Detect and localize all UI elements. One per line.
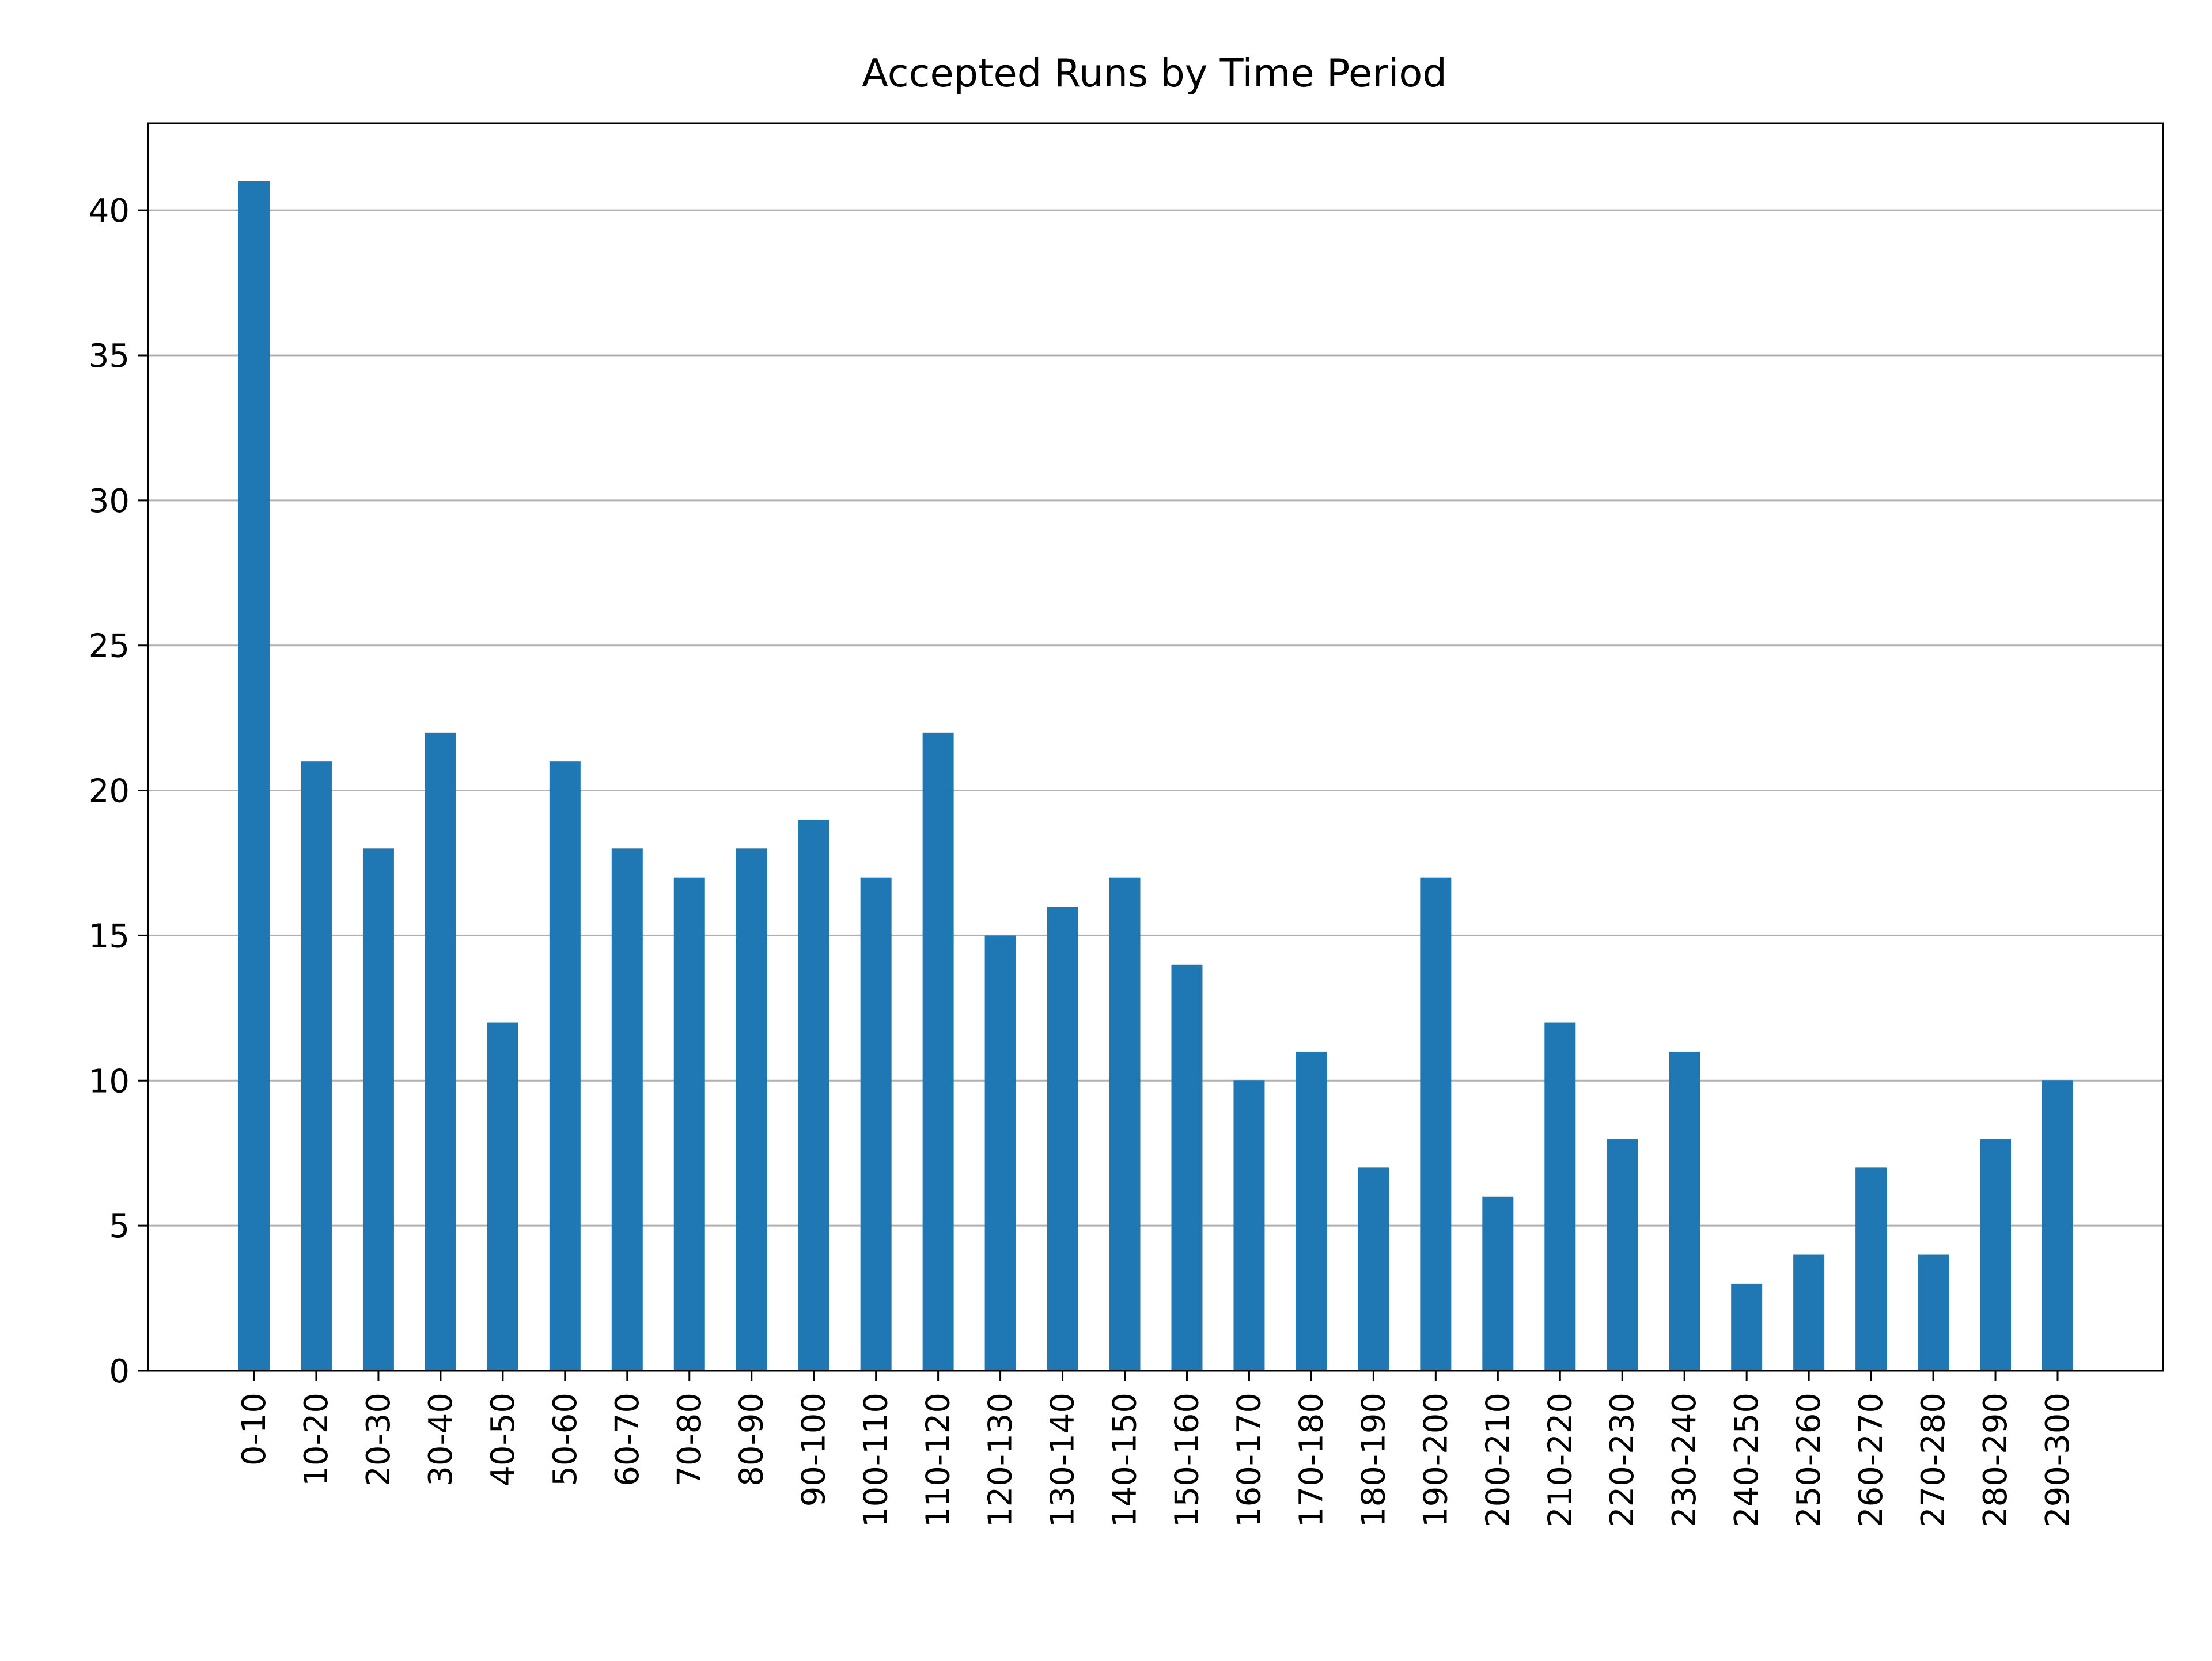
bar-0-10 xyxy=(238,181,270,1371)
bar-20-30 xyxy=(362,848,394,1371)
y-tick-label: 5 xyxy=(109,1208,130,1245)
y-tick-label: 20 xyxy=(89,773,130,810)
x-axis-ticks: 0-10 10-20 20-30 30-40 40-50 50-60 60-70 70-80 8… xyxy=(236,1371,2077,1527)
bar-120-130 xyxy=(984,935,1016,1371)
bar-160-170 xyxy=(1233,1080,1265,1371)
x-tick-label: 140-150 xyxy=(1107,1393,1144,1527)
x-tick-label: 100-110 xyxy=(858,1393,895,1527)
x-tick-label: 290-300 xyxy=(2039,1393,2077,1527)
x-tick-label: 160-170 xyxy=(1230,1393,1268,1527)
x-tick-label: 80-90 xyxy=(733,1393,771,1486)
bar-110-120 xyxy=(922,732,954,1371)
x-tick-label: 30-40 xyxy=(422,1393,460,1486)
bar-80-90 xyxy=(736,848,767,1371)
x-tick-label: 250-260 xyxy=(1790,1393,1828,1527)
x-tick-label: 190-200 xyxy=(1417,1393,1455,1527)
bar-200-210 xyxy=(1482,1196,1514,1371)
plot-frame xyxy=(147,122,2164,1372)
chart-title: Accepted Runs by Time Period xyxy=(862,51,1447,96)
y-tick-label: 40 xyxy=(89,192,130,230)
x-tick-label: 60-70 xyxy=(609,1393,646,1486)
x-tick-label: 40-50 xyxy=(484,1393,522,1486)
x-tick-label: 260-270 xyxy=(1853,1393,1890,1527)
x-tick-label: 10-20 xyxy=(298,1393,335,1486)
x-tick-label: 20-30 xyxy=(360,1393,397,1486)
bar-280-290 xyxy=(1980,1139,2012,1371)
bar-220-230 xyxy=(1607,1139,1638,1371)
x-tick-label: 170-180 xyxy=(1293,1393,1330,1527)
y-tick-label: 25 xyxy=(89,628,130,665)
x-tick-label: 90-100 xyxy=(796,1393,833,1507)
x-tick-label: 0-10 xyxy=(236,1393,273,1466)
bars xyxy=(238,181,2073,1371)
x-tick-label: 230-240 xyxy=(1666,1393,1703,1527)
bar-170-180 xyxy=(1296,1051,1327,1371)
x-tick-label: 280-290 xyxy=(1977,1393,2014,1527)
y-tick-label: 0 xyxy=(109,1353,130,1390)
bar-180-190 xyxy=(1358,1167,1389,1371)
bar-240-250 xyxy=(1731,1283,1763,1371)
x-tick-label: 50-60 xyxy=(547,1393,584,1486)
bar-190-200 xyxy=(1420,877,1452,1371)
bar-60-70 xyxy=(611,848,643,1371)
bar-90-100 xyxy=(798,819,830,1371)
y-axis-ticks: 0 5 10 15 20 25 30 35 40 xyxy=(89,192,148,1390)
x-tick-label: 150-160 xyxy=(1168,1393,1206,1527)
bar-130-140 xyxy=(1047,907,1078,1371)
x-tick-label: 210-220 xyxy=(1541,1393,1579,1527)
bar-70-80 xyxy=(673,877,705,1371)
bar-290-300 xyxy=(2042,1080,2073,1371)
bar-230-240 xyxy=(1669,1051,1700,1371)
bar-30-40 xyxy=(425,732,456,1371)
x-tick-label: 120-130 xyxy=(982,1393,1020,1527)
bar-40-50 xyxy=(487,1022,518,1371)
x-tick-label: 270-280 xyxy=(1915,1393,1952,1527)
x-tick-label: 180-190 xyxy=(1355,1393,1392,1527)
bar-100-110 xyxy=(860,877,892,1371)
bar-260-270 xyxy=(1855,1167,1887,1371)
x-tick-label: 70-80 xyxy=(671,1393,709,1486)
x-tick-label: 110-120 xyxy=(920,1393,957,1527)
y-tick-label: 35 xyxy=(89,337,130,375)
bar-210-220 xyxy=(1544,1022,1576,1371)
bar-10-20 xyxy=(300,761,332,1371)
x-tick-label: 130-140 xyxy=(1044,1393,1082,1527)
bar-270-280 xyxy=(1918,1254,1949,1371)
y-tick-label: 15 xyxy=(89,917,130,955)
bar-250-260 xyxy=(1793,1254,1825,1371)
x-tick-label: 220-230 xyxy=(1604,1393,1641,1527)
y-tick-label: 30 xyxy=(89,483,130,520)
bar-50-60 xyxy=(549,761,581,1371)
x-tick-label: 200-210 xyxy=(1479,1393,1517,1527)
x-tick-label: 240-250 xyxy=(1728,1393,1766,1527)
y-tick-label: 10 xyxy=(89,1063,130,1100)
bar-140-150 xyxy=(1109,877,1141,1371)
bar-150-160 xyxy=(1171,964,1203,1371)
